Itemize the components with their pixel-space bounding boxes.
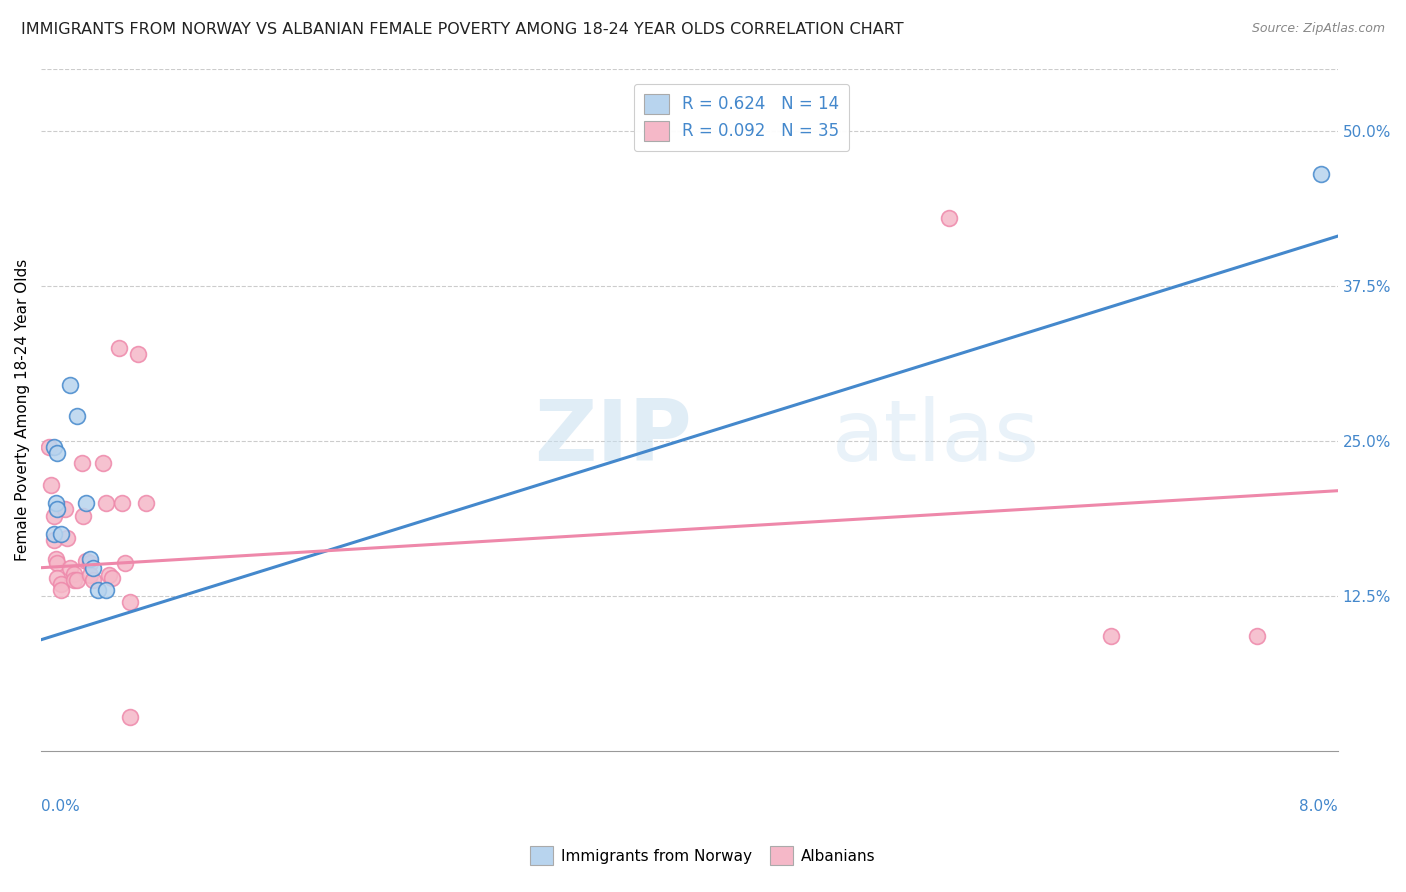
Point	[120, 595, 142, 609]
Legend: R = 0.624   N = 14, R = 0.092   N = 35: R = 0.624 N = 14, R = 0.092 N = 35	[634, 84, 849, 151]
Point	[42, 527, 65, 541]
Text: ZIP: ZIP	[534, 396, 692, 479]
Point	[111, 496, 134, 510]
Point	[135, 496, 157, 510]
Text: atlas: atlas	[832, 396, 1040, 479]
Point	[114, 556, 136, 570]
Point	[46, 502, 69, 516]
Point	[46, 556, 69, 570]
Point	[59, 560, 82, 574]
Point	[98, 568, 121, 582]
Point	[45, 496, 67, 510]
Point	[82, 573, 104, 587]
Point	[56, 531, 79, 545]
Point	[62, 573, 84, 587]
Point	[94, 496, 117, 510]
Point	[62, 566, 84, 581]
Point	[1310, 167, 1333, 181]
Point	[55, 502, 77, 516]
Point	[79, 552, 101, 566]
Point	[59, 378, 82, 392]
Point	[79, 556, 101, 570]
Point	[42, 508, 65, 523]
Point	[127, 347, 149, 361]
Point	[42, 440, 65, 454]
Point	[91, 457, 114, 471]
Point	[79, 568, 101, 582]
Point	[82, 560, 104, 574]
Point	[108, 341, 131, 355]
Text: 8.0%: 8.0%	[1299, 799, 1337, 814]
Point	[94, 582, 117, 597]
Point	[46, 446, 69, 460]
Y-axis label: Female Poverty Among 18-24 Year Olds: Female Poverty Among 18-24 Year Olds	[15, 259, 30, 561]
Point	[70, 457, 93, 471]
Point	[101, 571, 124, 585]
Point	[38, 440, 60, 454]
Point	[45, 552, 67, 566]
Text: 0.0%: 0.0%	[41, 799, 80, 814]
Point	[120, 709, 142, 723]
Text: Source: ZipAtlas.com: Source: ZipAtlas.com	[1251, 22, 1385, 36]
Point	[1099, 629, 1122, 643]
Point	[49, 582, 72, 597]
Point	[42, 533, 65, 548]
Point	[76, 554, 98, 568]
Text: IMMIGRANTS FROM NORWAY VS ALBANIAN FEMALE POVERTY AMONG 18-24 YEAR OLDS CORRELAT: IMMIGRANTS FROM NORWAY VS ALBANIAN FEMAL…	[21, 22, 904, 37]
Point	[1246, 629, 1268, 643]
Point	[76, 496, 98, 510]
Point	[938, 211, 960, 225]
Point	[66, 409, 89, 424]
Point	[66, 573, 89, 587]
Point	[72, 508, 94, 523]
Point	[87, 582, 110, 597]
Legend: Immigrants from Norway, Albanians: Immigrants from Norway, Albanians	[524, 840, 882, 871]
Point	[49, 527, 72, 541]
Point	[39, 477, 62, 491]
Point	[49, 577, 72, 591]
Point	[46, 571, 69, 585]
